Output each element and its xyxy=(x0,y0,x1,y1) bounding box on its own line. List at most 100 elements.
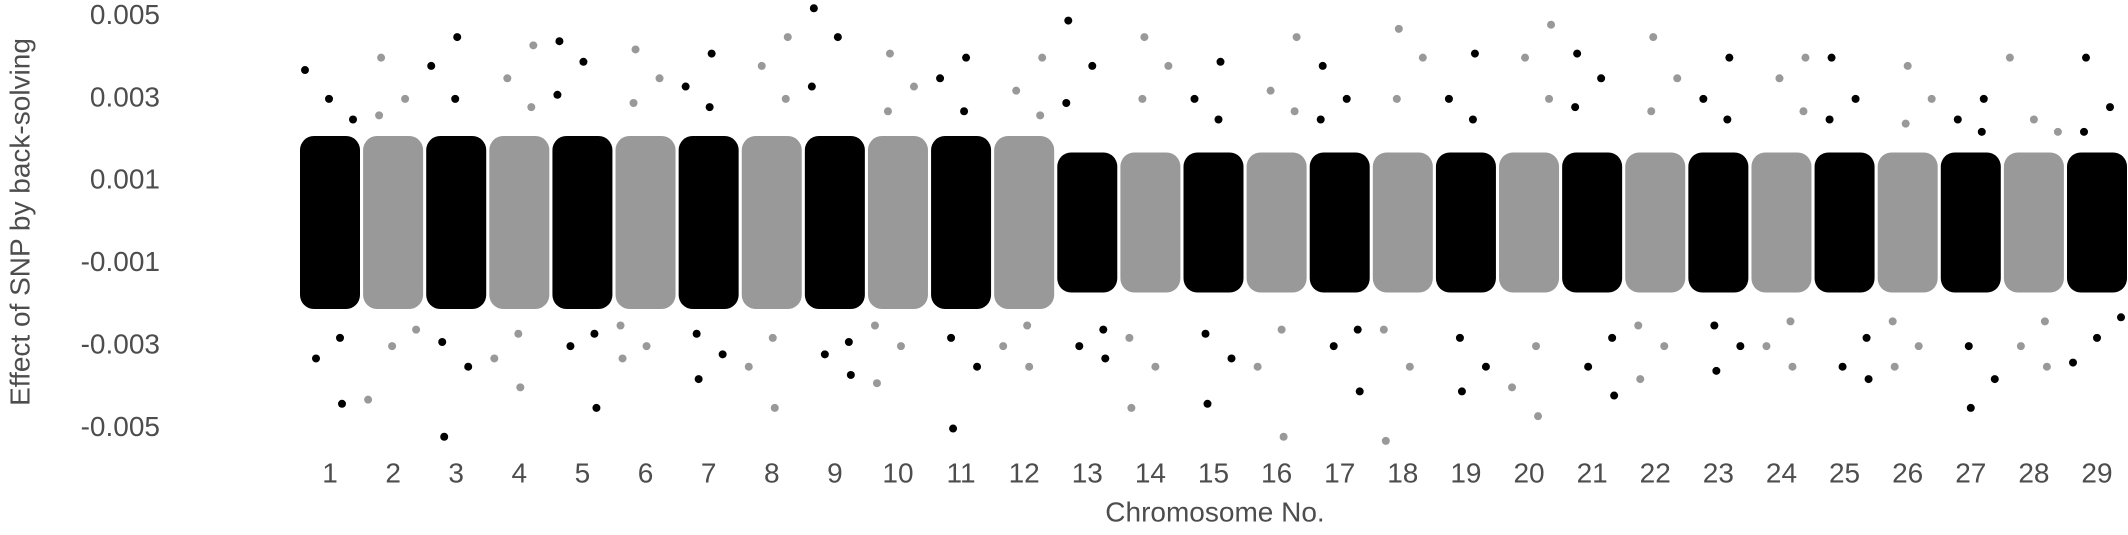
x-tick-label: 6 xyxy=(638,457,654,488)
point xyxy=(947,333,956,342)
x-tick-label: 27 xyxy=(1955,457,1986,488)
point xyxy=(1838,362,1847,371)
point xyxy=(1203,399,1212,408)
point xyxy=(1673,74,1682,83)
point xyxy=(1573,49,1582,58)
x-tick-label: 8 xyxy=(764,457,780,488)
point xyxy=(718,350,727,359)
y-tick-label: 0.003 xyxy=(90,81,160,112)
point xyxy=(1979,94,1988,103)
point-cloud xyxy=(2003,152,2064,293)
point xyxy=(809,4,818,13)
point xyxy=(1164,61,1173,70)
point xyxy=(312,354,320,363)
point xyxy=(325,94,333,103)
point xyxy=(757,61,766,70)
point xyxy=(412,325,421,334)
point-cloud xyxy=(1435,152,1496,293)
point xyxy=(781,94,790,103)
x-tick-label: 24 xyxy=(1766,457,1797,488)
point-cloud xyxy=(804,135,865,310)
point xyxy=(618,354,627,363)
point xyxy=(870,321,879,330)
point-cloud xyxy=(1120,152,1181,293)
point xyxy=(388,342,397,351)
point xyxy=(1851,94,1860,103)
point xyxy=(681,82,690,91)
point xyxy=(1381,436,1390,445)
point xyxy=(999,342,1008,351)
point xyxy=(1138,94,1147,103)
point xyxy=(1025,362,1034,371)
x-tick-label: 11 xyxy=(947,457,976,488)
x-tick-label: 14 xyxy=(1135,457,1166,488)
point xyxy=(1127,403,1136,412)
point xyxy=(783,33,792,42)
point xyxy=(2069,358,2077,367)
x-tick-label: 12 xyxy=(1009,457,1040,488)
y-tick-label: -0.005 xyxy=(81,411,160,442)
point xyxy=(744,362,753,371)
y-tick-label: 0.005 xyxy=(90,0,160,30)
x-tick-label: 16 xyxy=(1261,457,1292,488)
point-cloud xyxy=(489,135,550,310)
point xyxy=(844,337,853,346)
point xyxy=(1762,342,1771,351)
point xyxy=(707,49,716,58)
point xyxy=(1253,362,1262,371)
point xyxy=(1712,366,1721,375)
point xyxy=(301,66,309,75)
point xyxy=(1914,342,1923,351)
point xyxy=(1799,107,1808,116)
x-tick-label: 17 xyxy=(1324,457,1355,488)
point xyxy=(336,333,344,342)
point xyxy=(962,53,971,62)
point xyxy=(1649,33,1658,42)
point xyxy=(973,362,982,371)
point xyxy=(527,103,536,112)
x-tick-label: 25 xyxy=(1829,457,1860,488)
point xyxy=(1597,74,1606,83)
point xyxy=(1214,115,1223,124)
point xyxy=(1634,321,1643,330)
point-cloud xyxy=(678,135,739,310)
x-tick-label: 1 xyxy=(322,457,338,488)
point xyxy=(2005,53,2014,62)
x-tick-label: 22 xyxy=(1640,457,1671,488)
y-tick-label: 0.001 xyxy=(90,164,160,195)
point xyxy=(2093,333,2101,342)
point xyxy=(1864,375,1873,384)
point xyxy=(1329,342,1338,351)
point xyxy=(1775,74,1784,83)
point xyxy=(1710,321,1719,330)
point xyxy=(440,432,449,441)
point xyxy=(1023,321,1032,330)
point xyxy=(1532,342,1541,351)
point xyxy=(1036,111,1045,120)
x-tick-label: 13 xyxy=(1072,457,1103,488)
point xyxy=(349,115,357,124)
point xyxy=(1647,107,1656,116)
point xyxy=(1062,99,1071,108)
point-cloud xyxy=(1940,152,2001,293)
point xyxy=(453,33,462,42)
point xyxy=(1140,33,1149,42)
point xyxy=(438,337,447,346)
point xyxy=(1457,387,1466,396)
x-tick-label: 19 xyxy=(1450,457,1481,488)
point xyxy=(553,90,562,99)
point xyxy=(2080,127,2088,136)
point xyxy=(1290,107,1299,116)
point-cloud xyxy=(1688,152,1749,293)
point xyxy=(1862,333,1871,342)
x-axis-label: Chromosome No. xyxy=(1105,496,1324,527)
point xyxy=(1725,53,1734,62)
point xyxy=(1636,375,1645,384)
point xyxy=(377,53,386,62)
point xyxy=(514,329,523,338)
x-tick-label: 7 xyxy=(701,457,717,488)
point xyxy=(1125,333,1134,342)
x-tick-label: 3 xyxy=(448,457,464,488)
point xyxy=(2053,127,2062,136)
